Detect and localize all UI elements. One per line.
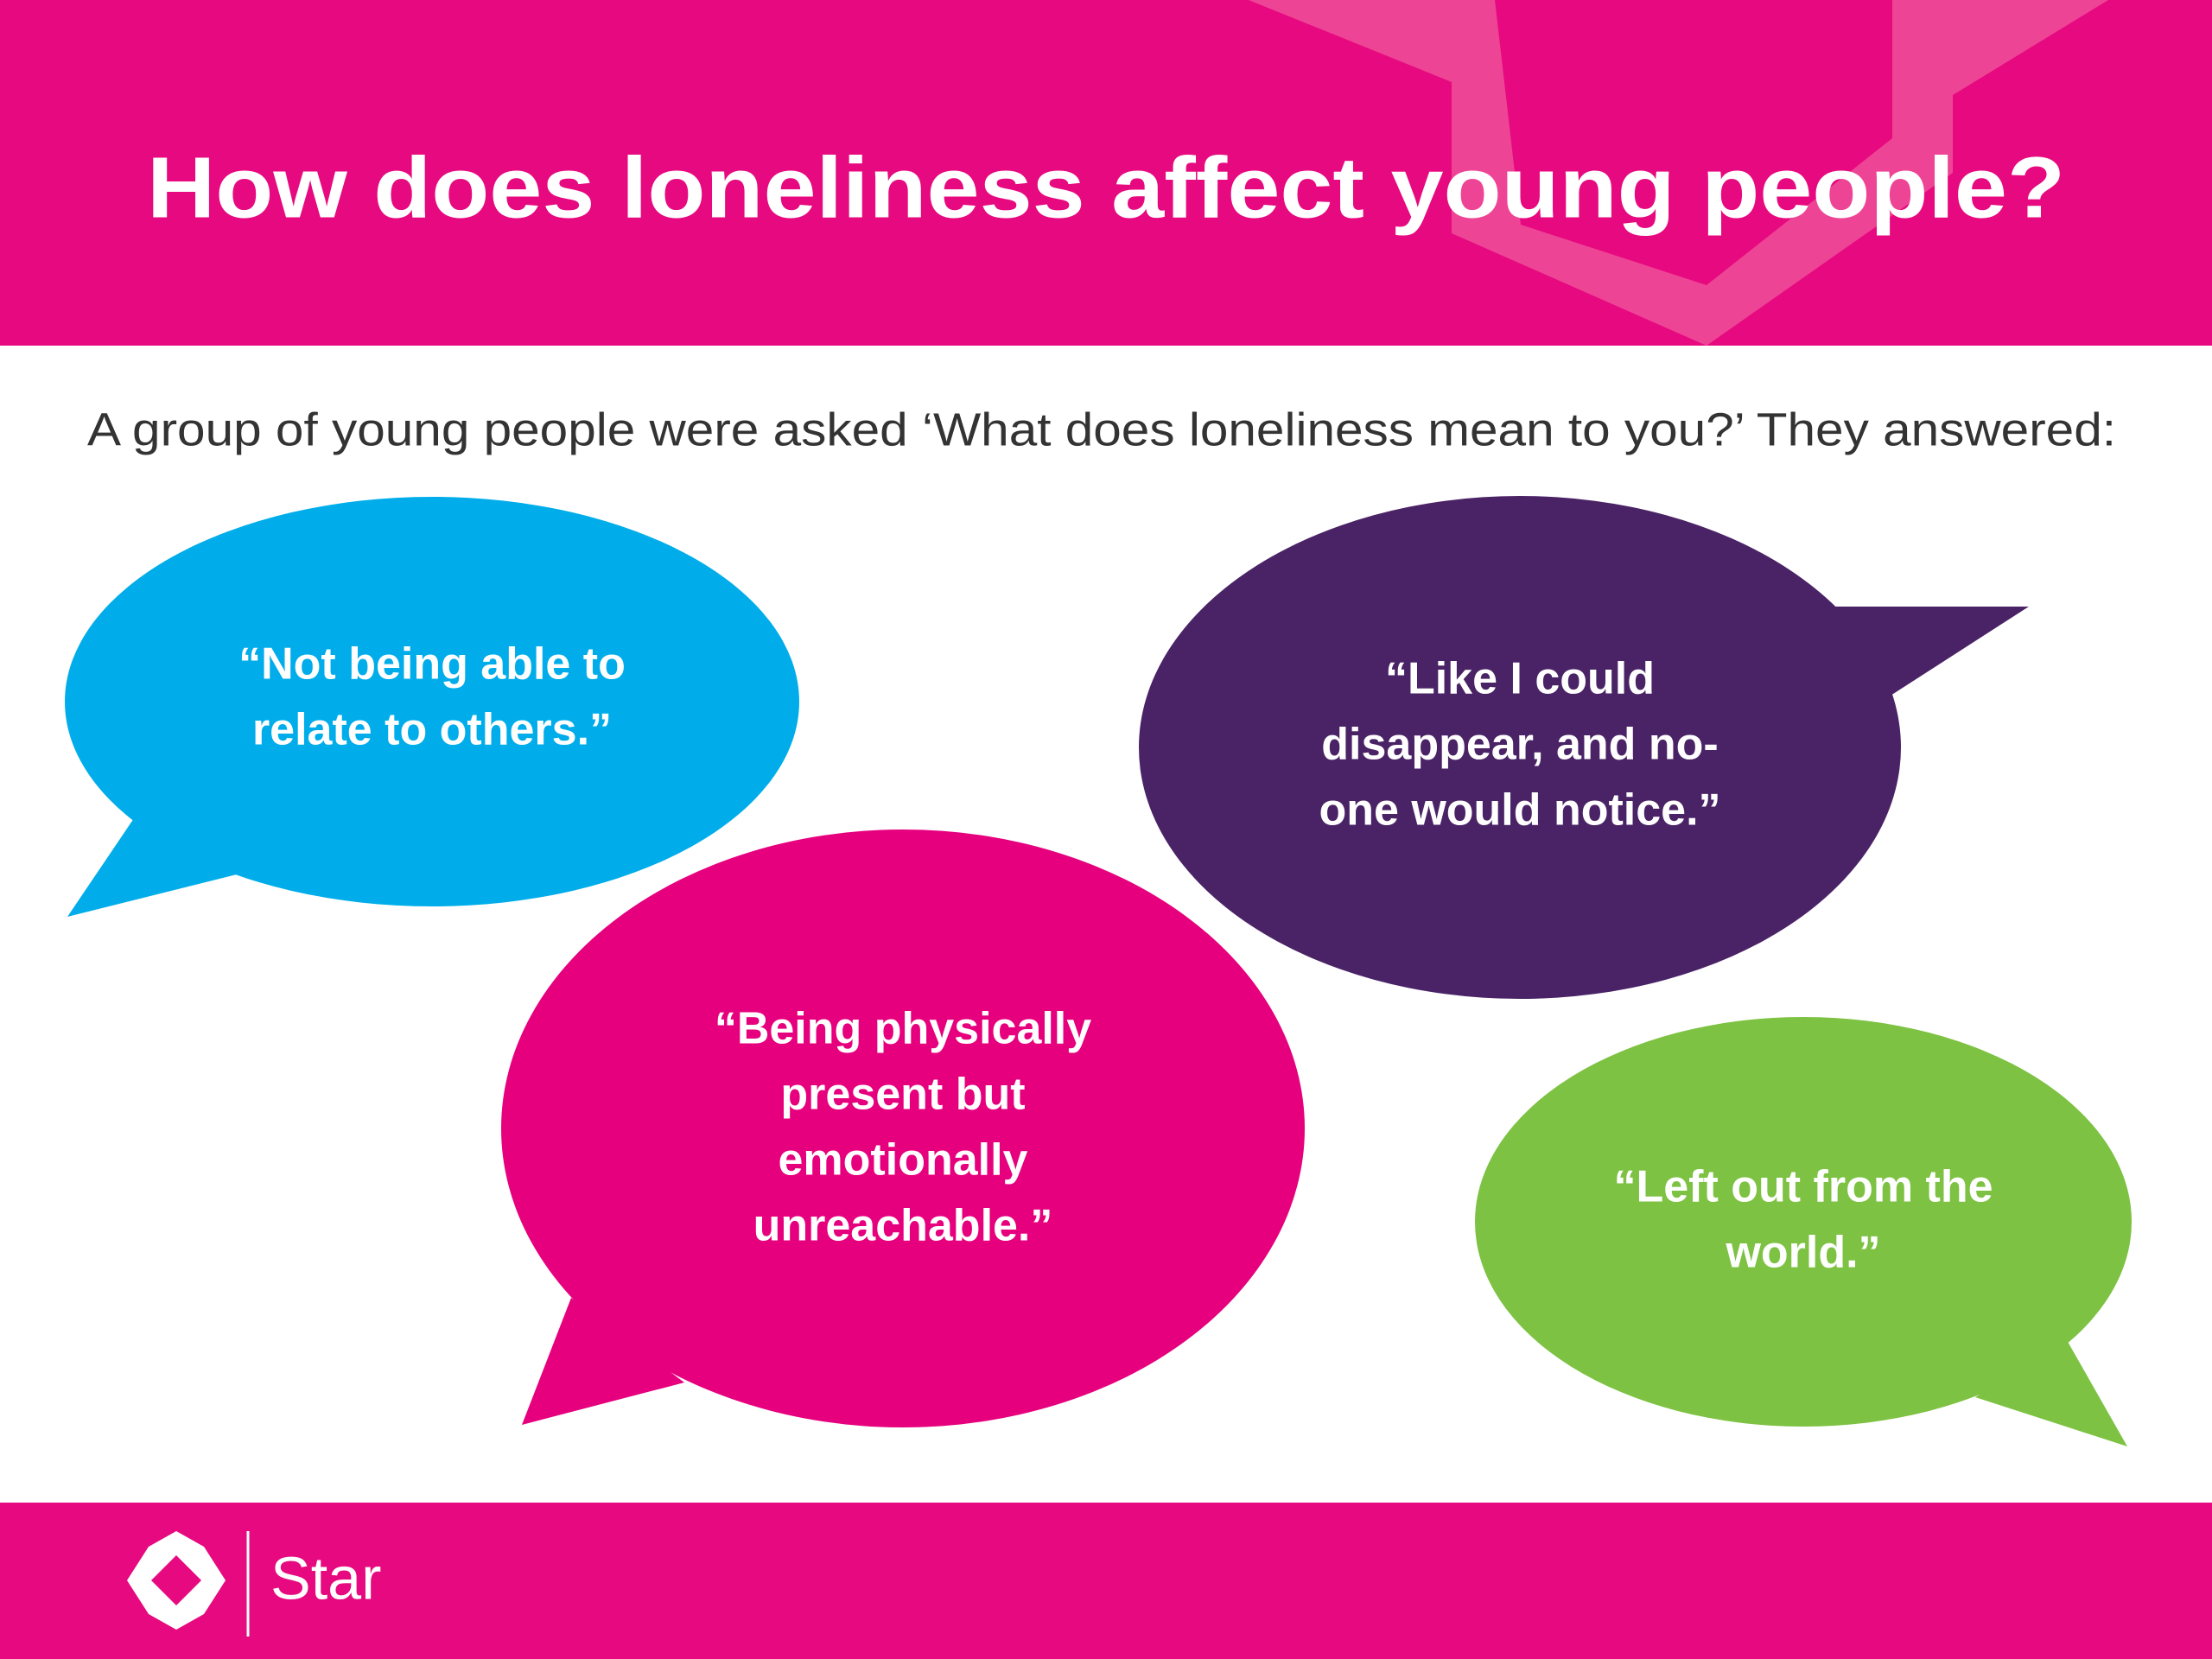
bubble-tail bbox=[522, 1298, 684, 1425]
bubble-body bbox=[1475, 1017, 2132, 1427]
bubble-body bbox=[1139, 496, 1901, 999]
bubbles: “Not being able to relate to others.” “Lik… bbox=[65, 496, 2132, 1446]
bubble-body bbox=[501, 830, 1305, 1427]
bubble-tail bbox=[1975, 1340, 2127, 1446]
bubble-text: “Not being able to bbox=[238, 639, 626, 690]
brand-name: Star bbox=[270, 1544, 381, 1611]
speech-bubble: “Left out from the world.” bbox=[1475, 1017, 2132, 1446]
speech-bubble: “Like I could disappear, and no-one would… bbox=[1139, 496, 2029, 999]
bubble-text: “Being physically bbox=[715, 1004, 1091, 1054]
title: How does loneliness affect young people? bbox=[147, 139, 2065, 236]
bubble-text: relate to others.” bbox=[252, 705, 612, 755]
bubble-text: one would notice.” bbox=[1319, 785, 1720, 836]
speech-bubble: “Being physically present but emotionally u… bbox=[501, 830, 1305, 1427]
bubble-tail bbox=[67, 818, 237, 917]
bubble-text: disappear, and no- bbox=[1321, 720, 1718, 770]
logo-hole bbox=[151, 1555, 201, 1605]
bubble-text: present but bbox=[780, 1070, 1025, 1120]
bubble-text: “Left out from the bbox=[1613, 1162, 1993, 1212]
bubble-text: world.” bbox=[1725, 1228, 1880, 1278]
header-decoration-inner bbox=[1495, 0, 1892, 285]
bubble-text: emotionally bbox=[779, 1135, 1028, 1185]
logo bbox=[127, 1531, 226, 1630]
bubble-text: unreachable.” bbox=[753, 1201, 1053, 1251]
bubble-body bbox=[65, 497, 799, 906]
speech-bubble: “Not being able to relate to others.” bbox=[65, 497, 799, 917]
subtitle: A group of young people were asked ‘What… bbox=[87, 404, 2116, 455]
footer-band bbox=[0, 1503, 2212, 1659]
bubble-text: “Like I could bbox=[1385, 654, 1655, 704]
